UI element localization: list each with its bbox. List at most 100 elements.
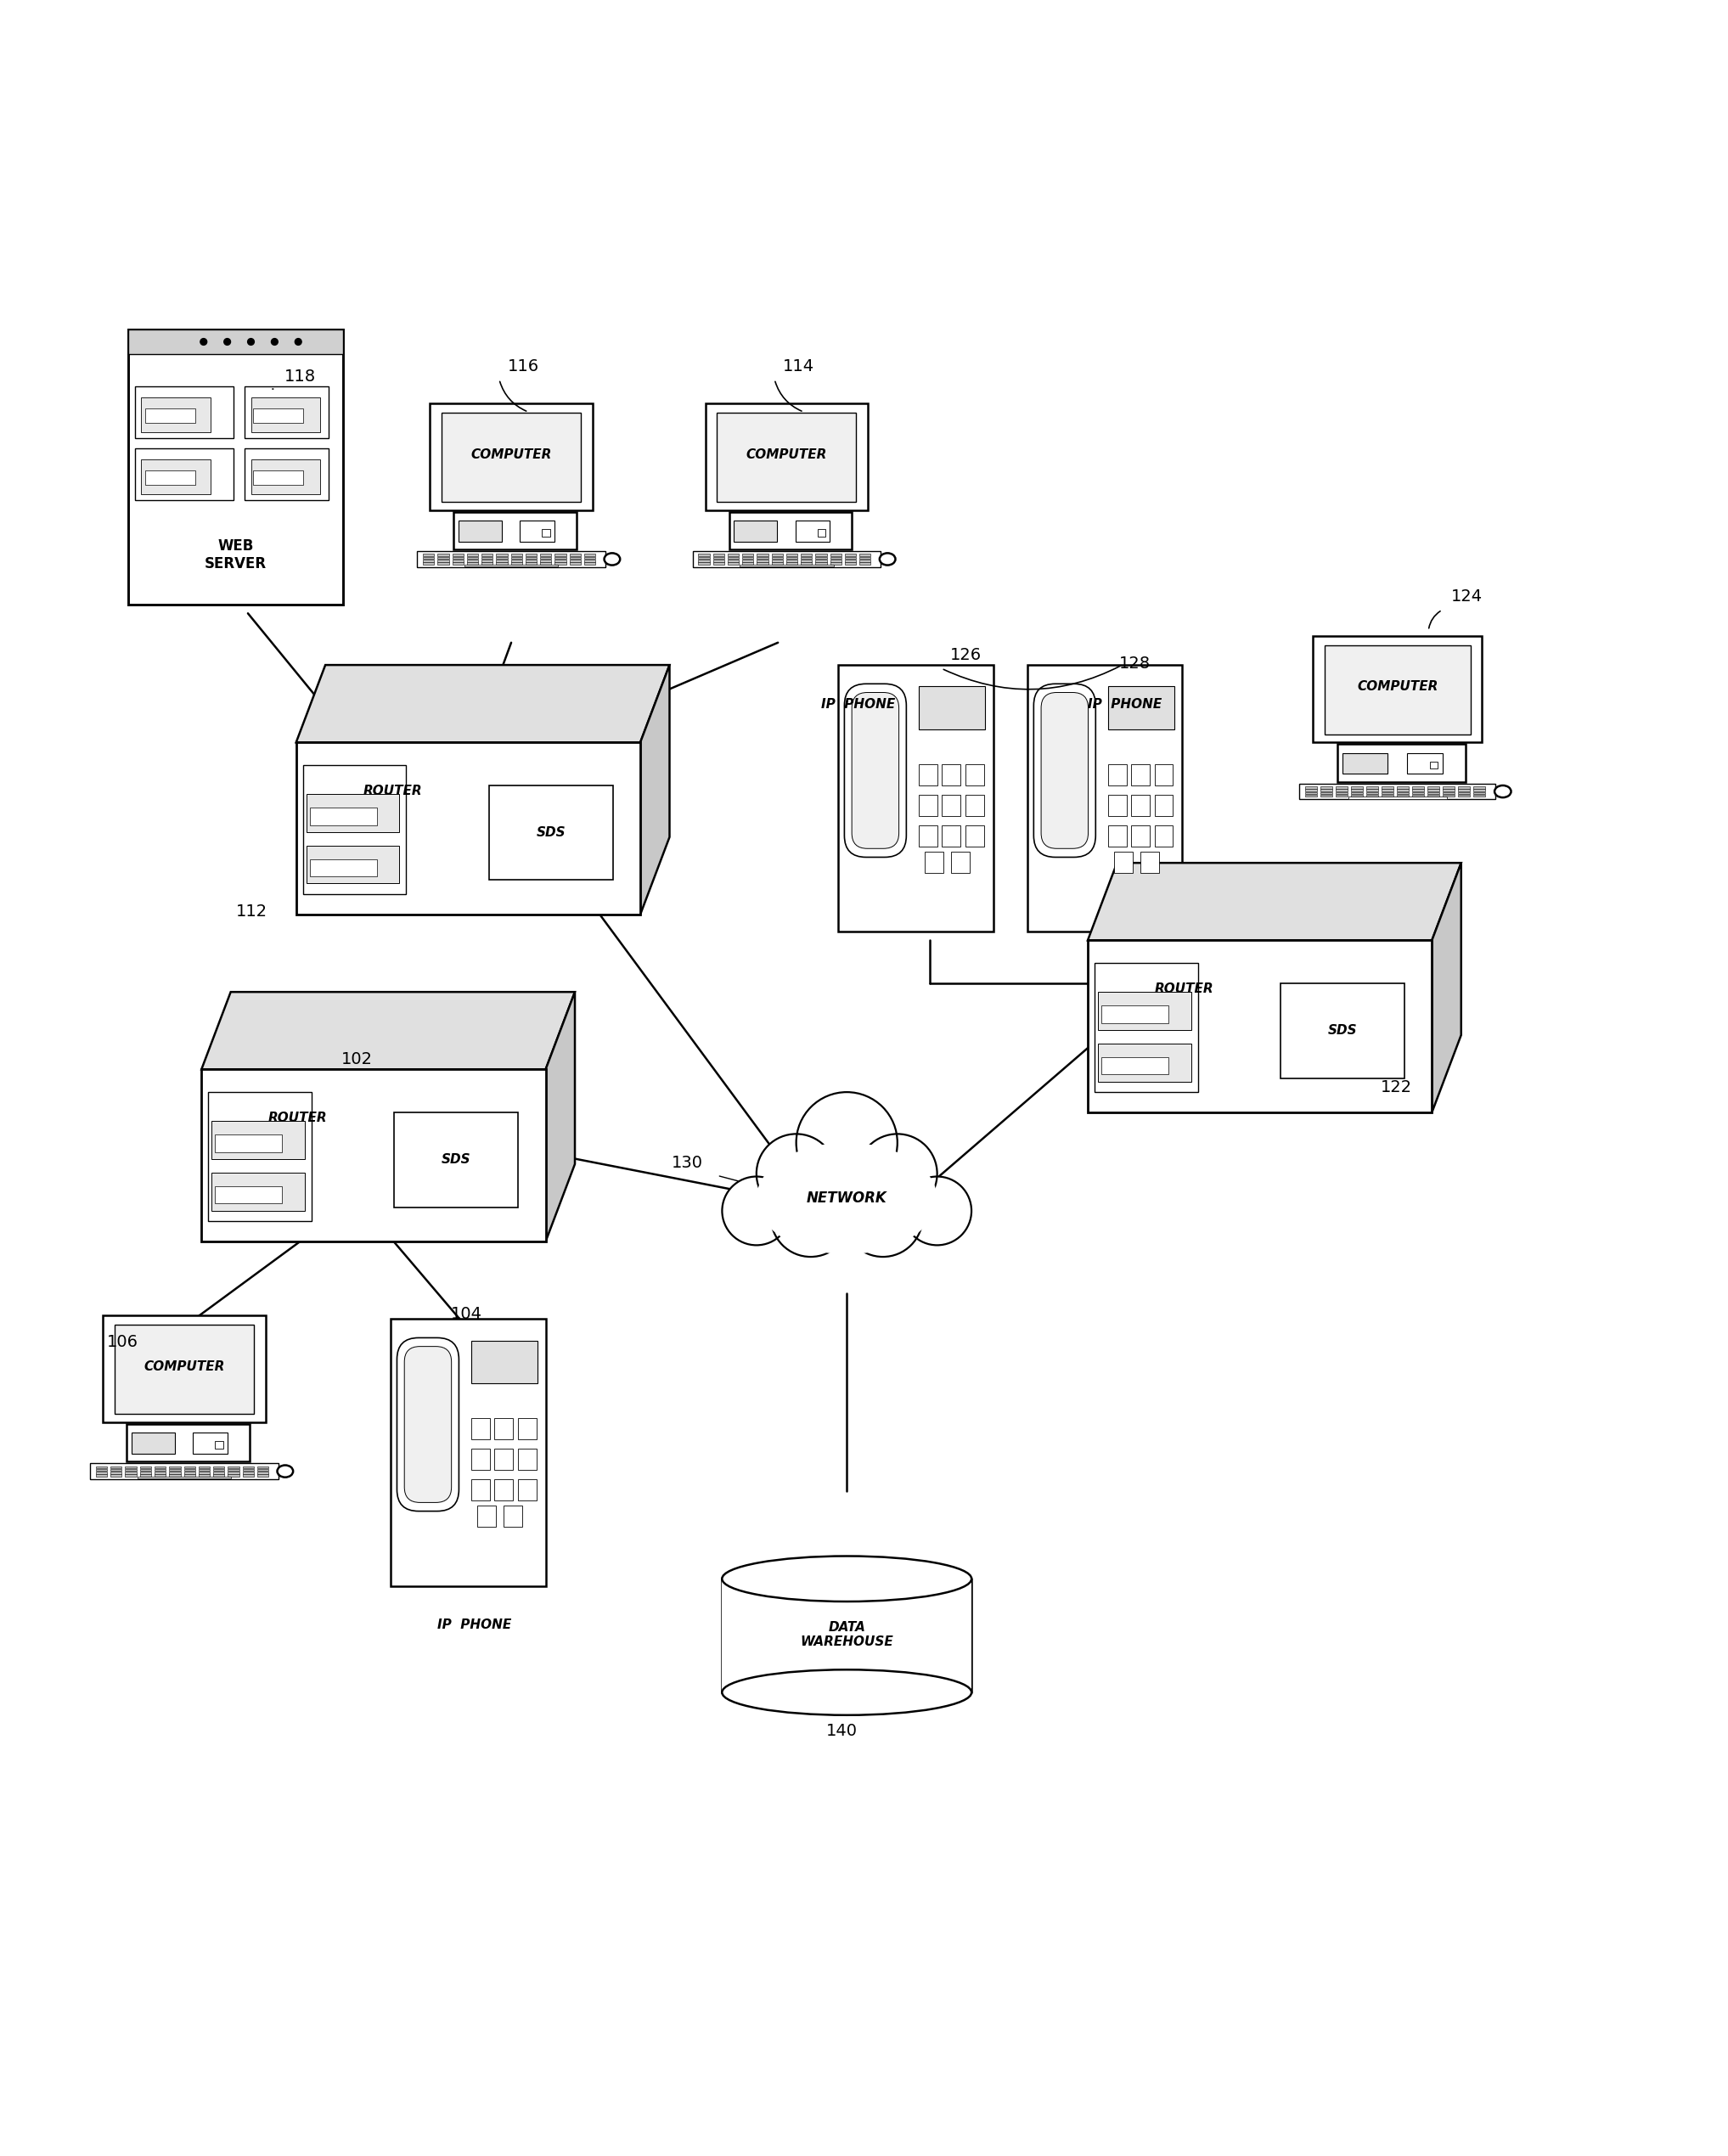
Bar	[169, 1473, 180, 1475]
Bar	[570, 561, 581, 563]
Bar	[525, 561, 537, 563]
Bar	[1132, 796, 1149, 815]
Bar	[1299, 785, 1495, 800]
Bar	[482, 561, 492, 563]
Bar	[454, 511, 577, 550]
Bar	[800, 563, 812, 565]
Bar	[482, 554, 492, 556]
Bar	[199, 1475, 209, 1477]
Bar	[124, 1475, 137, 1477]
Bar	[251, 459, 320, 494]
Bar	[1132, 763, 1149, 785]
Bar	[584, 561, 596, 563]
FancyBboxPatch shape	[845, 683, 905, 858]
Bar	[714, 561, 724, 563]
Ellipse shape	[605, 554, 620, 565]
Bar	[423, 554, 434, 556]
Bar	[525, 556, 537, 558]
Bar	[1382, 796, 1393, 798]
Text: COMPUTER: COMPUTER	[143, 1360, 225, 1373]
Bar	[95, 1475, 107, 1477]
Bar	[142, 397, 211, 431]
Bar	[1094, 964, 1198, 1091]
Bar	[496, 563, 508, 565]
Text: IP  PHONE: IP PHONE	[1087, 699, 1161, 711]
Bar	[1382, 791, 1393, 793]
Bar	[430, 403, 593, 511]
Bar	[95, 1473, 107, 1475]
Bar	[1087, 940, 1433, 1112]
Bar	[242, 1473, 254, 1475]
Bar	[1305, 791, 1317, 793]
Bar	[496, 554, 508, 556]
Polygon shape	[1087, 862, 1462, 940]
Bar	[1412, 789, 1424, 791]
Bar	[743, 556, 753, 558]
Bar	[1305, 787, 1317, 789]
Bar	[541, 554, 551, 556]
Bar	[306, 793, 399, 832]
Bar	[1367, 796, 1379, 798]
Bar	[140, 1468, 150, 1470]
Bar	[924, 852, 943, 873]
Bar	[126, 1423, 249, 1462]
Bar	[829, 556, 842, 558]
Bar	[242, 1475, 254, 1477]
Bar	[1427, 796, 1439, 798]
Bar	[477, 1505, 496, 1526]
Bar	[1343, 752, 1388, 774]
Bar	[1443, 789, 1455, 791]
Circle shape	[295, 338, 302, 345]
Bar	[1336, 796, 1348, 798]
Bar	[183, 1466, 195, 1468]
Circle shape	[271, 338, 278, 345]
Bar	[845, 563, 855, 565]
Text: WEB
SERVER: WEB SERVER	[206, 539, 266, 571]
Bar	[244, 448, 328, 500]
Bar	[800, 556, 812, 558]
Bar	[482, 556, 492, 558]
Bar	[511, 556, 522, 558]
Bar	[111, 1475, 121, 1477]
Bar	[437, 563, 449, 565]
Bar	[467, 561, 479, 563]
Bar	[1320, 791, 1332, 793]
Bar	[757, 556, 769, 558]
Bar	[1108, 686, 1175, 729]
Text: 128: 128	[1118, 655, 1151, 673]
Bar	[511, 563, 522, 565]
Bar	[919, 796, 937, 815]
Bar	[1097, 992, 1191, 1031]
Bar	[1154, 826, 1173, 847]
Bar	[111, 1466, 121, 1468]
Bar	[698, 561, 710, 563]
Bar	[1320, 787, 1332, 789]
Bar	[1097, 1044, 1191, 1082]
Bar	[194, 1432, 228, 1453]
Bar	[111, 1468, 121, 1470]
Bar	[942, 763, 961, 785]
Bar	[518, 1449, 536, 1470]
Bar	[1154, 796, 1173, 815]
Circle shape	[771, 1177, 850, 1257]
Bar	[228, 1466, 238, 1468]
Bar	[1443, 787, 1455, 789]
Bar	[714, 556, 724, 558]
Bar	[520, 520, 555, 541]
Bar	[1132, 826, 1149, 847]
Bar	[140, 1475, 150, 1477]
Bar	[496, 556, 508, 558]
Circle shape	[857, 1134, 937, 1214]
Bar	[511, 554, 522, 556]
Bar	[966, 763, 983, 785]
Bar	[114, 1324, 254, 1414]
Circle shape	[902, 1177, 971, 1246]
Bar	[244, 386, 328, 438]
Bar	[859, 563, 871, 565]
Bar	[472, 1479, 489, 1501]
Bar	[309, 860, 377, 877]
FancyBboxPatch shape	[404, 1348, 451, 1503]
Bar	[1427, 791, 1439, 793]
Bar	[142, 459, 211, 494]
Text: 106: 106	[107, 1335, 138, 1350]
